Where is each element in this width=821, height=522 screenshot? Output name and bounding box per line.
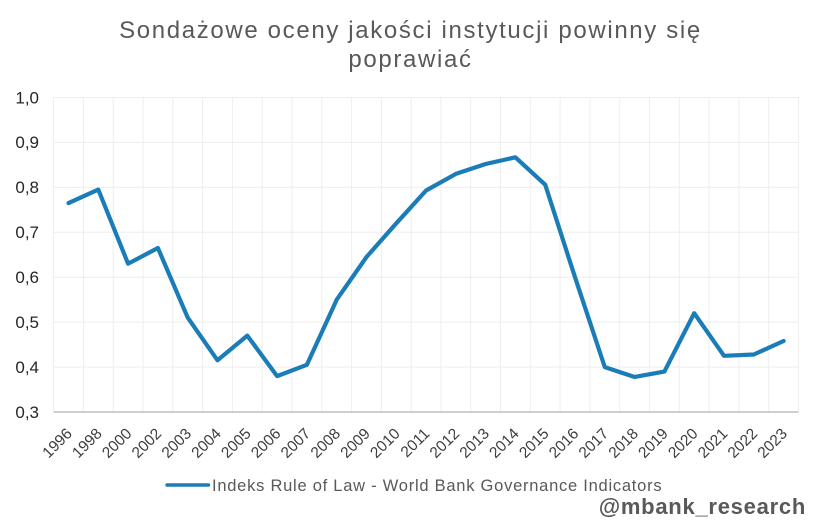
svg-text:1998: 1998: [69, 425, 105, 461]
svg-text:2009: 2009: [337, 425, 373, 461]
svg-text:2007: 2007: [278, 425, 314, 461]
svg-text:2011: 2011: [398, 425, 434, 461]
svg-text:2006: 2006: [248, 425, 284, 461]
svg-text:2002: 2002: [129, 425, 165, 461]
svg-text:0,3: 0,3: [15, 403, 39, 422]
svg-text:2017: 2017: [576, 425, 612, 461]
svg-text:2008: 2008: [308, 425, 344, 461]
svg-text:2023: 2023: [755, 425, 791, 461]
svg-text:2010: 2010: [367, 425, 404, 462]
svg-text:2013: 2013: [457, 425, 493, 461]
svg-text:2022: 2022: [725, 425, 761, 461]
svg-text:0,6: 0,6: [15, 268, 39, 287]
svg-text:2015: 2015: [516, 425, 552, 461]
svg-text:1,0: 1,0: [15, 88, 39, 107]
svg-text:2005: 2005: [218, 425, 254, 461]
svg-text:2016: 2016: [546, 425, 582, 461]
svg-text:2014: 2014: [486, 425, 523, 462]
svg-text:2003: 2003: [159, 425, 195, 461]
svg-text:2019: 2019: [635, 425, 671, 461]
svg-text:0,5: 0,5: [15, 313, 39, 332]
svg-text:0,4: 0,4: [15, 358, 39, 377]
svg-text:1996: 1996: [39, 425, 75, 461]
svg-text:2004: 2004: [188, 425, 225, 462]
svg-text:2000: 2000: [99, 425, 136, 462]
svg-text:0,7: 0,7: [15, 223, 39, 242]
svg-text:0,9: 0,9: [15, 133, 39, 152]
svg-text:2020: 2020: [665, 425, 702, 462]
svg-text:2018: 2018: [606, 425, 642, 461]
svg-text:0,8: 0,8: [15, 178, 39, 197]
svg-text:2021: 2021: [695, 425, 731, 461]
svg-text:2012: 2012: [427, 425, 463, 461]
